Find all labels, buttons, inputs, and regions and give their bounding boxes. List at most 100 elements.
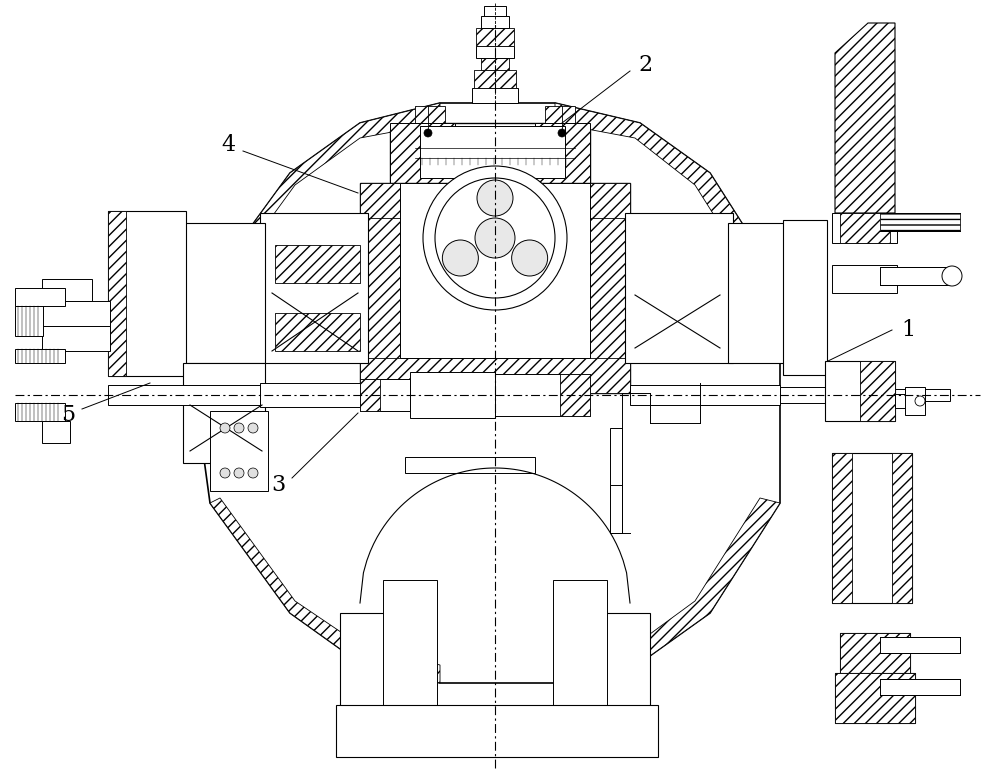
Bar <box>108 385 260 405</box>
Circle shape <box>248 468 258 478</box>
Bar <box>336 705 658 757</box>
Bar <box>635 706 642 718</box>
Text: 2: 2 <box>638 54 652 76</box>
Bar <box>420 299 450 311</box>
Bar <box>404 706 411 718</box>
Bar <box>360 183 630 393</box>
Bar <box>362 706 369 718</box>
Bar <box>569 706 576 718</box>
Text: 4: 4 <box>221 134 235 156</box>
Circle shape <box>442 240 478 276</box>
Bar <box>860 389 950 401</box>
Bar <box>338 707 656 755</box>
Bar <box>610 485 622 533</box>
Polygon shape <box>555 498 780 683</box>
Polygon shape <box>555 103 780 288</box>
Bar <box>108 211 186 376</box>
Polygon shape <box>210 103 440 288</box>
Bar <box>210 411 268 491</box>
Polygon shape <box>195 103 780 683</box>
Bar <box>108 211 126 376</box>
Bar <box>730 253 785 295</box>
Bar <box>624 706 631 718</box>
Bar <box>895 394 925 408</box>
Bar <box>215 448 265 483</box>
Bar <box>880 213 960 231</box>
Circle shape <box>475 218 515 258</box>
Bar <box>481 16 509 28</box>
Bar <box>832 213 897 243</box>
Bar <box>415 706 422 718</box>
Bar <box>412 123 448 135</box>
Circle shape <box>424 129 432 137</box>
Circle shape <box>942 266 962 286</box>
Bar <box>545 106 575 128</box>
Polygon shape <box>210 498 440 683</box>
Circle shape <box>558 129 566 137</box>
Bar <box>612 706 619 718</box>
Circle shape <box>423 166 567 310</box>
Circle shape <box>234 423 244 433</box>
Bar <box>383 580 437 710</box>
Bar <box>390 123 455 183</box>
Bar <box>780 387 860 403</box>
Bar <box>15 288 65 306</box>
Bar <box>630 385 780 405</box>
Bar <box>275 245 360 283</box>
Bar <box>260 383 360 407</box>
Bar <box>42 301 110 326</box>
Bar <box>476 46 514 58</box>
Bar <box>185 305 263 353</box>
Bar <box>15 349 65 363</box>
Bar <box>832 453 852 603</box>
Bar <box>535 123 590 183</box>
Text: 5: 5 <box>61 404 75 426</box>
Bar <box>597 706 604 718</box>
Bar <box>565 613 645 663</box>
Bar <box>415 106 445 128</box>
Bar <box>840 633 910 678</box>
Circle shape <box>915 396 925 406</box>
Text: 3: 3 <box>271 474 285 496</box>
Bar <box>610 428 622 488</box>
Bar <box>880 637 960 653</box>
Bar <box>474 70 516 88</box>
Bar <box>827 391 895 409</box>
Bar <box>555 583 605 708</box>
Bar <box>545 133 575 147</box>
Bar <box>476 28 514 46</box>
Bar <box>415 133 445 147</box>
Bar <box>360 381 500 409</box>
Bar <box>481 58 509 70</box>
Bar <box>880 679 960 695</box>
Bar <box>183 223 265 363</box>
Bar <box>275 313 360 351</box>
Bar <box>590 183 630 393</box>
Circle shape <box>512 240 548 276</box>
Bar <box>410 372 495 418</box>
Bar <box>835 673 915 723</box>
Bar <box>832 453 912 603</box>
Bar <box>728 223 786 363</box>
Bar <box>420 126 565 178</box>
Bar <box>530 305 555 323</box>
Bar <box>630 245 722 295</box>
Bar <box>215 413 265 448</box>
Bar <box>892 453 912 603</box>
Bar <box>15 306 43 336</box>
Bar <box>495 374 590 416</box>
Circle shape <box>435 178 555 298</box>
Bar <box>565 658 645 698</box>
Bar <box>455 311 485 323</box>
Circle shape <box>220 468 230 478</box>
Bar <box>785 223 825 373</box>
Bar <box>340 613 430 708</box>
Bar <box>840 213 890 243</box>
Bar <box>553 580 607 710</box>
Bar <box>360 358 630 393</box>
Bar <box>42 421 70 443</box>
Bar <box>835 673 915 723</box>
Bar <box>15 403 65 421</box>
Bar <box>555 303 585 325</box>
Bar <box>377 706 384 718</box>
